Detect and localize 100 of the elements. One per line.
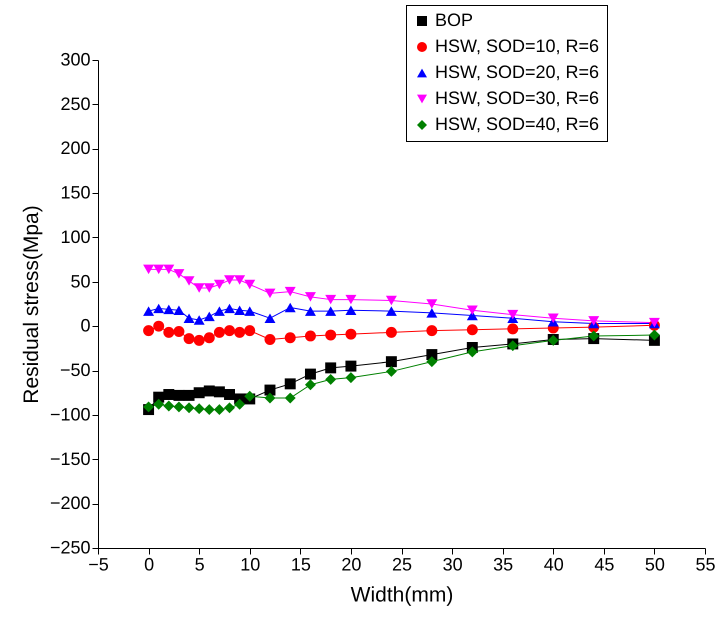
point bbox=[264, 313, 276, 323]
point bbox=[244, 280, 256, 290]
point bbox=[264, 334, 276, 345]
x-tick-label: 15 bbox=[290, 554, 311, 574]
point bbox=[386, 296, 397, 306]
point bbox=[345, 360, 356, 372]
x-tick-label: −5 bbox=[88, 554, 109, 574]
point bbox=[204, 312, 215, 322]
x-tick-label: 10 bbox=[240, 554, 260, 574]
point bbox=[264, 384, 276, 396]
point bbox=[163, 264, 174, 274]
point bbox=[143, 325, 154, 336]
point bbox=[224, 325, 235, 336]
point bbox=[184, 276, 195, 286]
point bbox=[345, 305, 356, 315]
point bbox=[284, 302, 296, 312]
point bbox=[163, 400, 174, 412]
point bbox=[173, 390, 184, 401]
point bbox=[244, 325, 256, 336]
point bbox=[345, 372, 356, 384]
point bbox=[284, 378, 296, 390]
y-tick-label: −50 bbox=[60, 360, 90, 380]
point bbox=[214, 326, 225, 338]
point bbox=[214, 404, 225, 416]
point bbox=[325, 294, 336, 304]
point bbox=[386, 326, 397, 338]
point bbox=[244, 390, 256, 402]
point bbox=[214, 386, 225, 398]
legend-label: HSW, SOD=10, R=6 bbox=[435, 36, 600, 56]
point bbox=[588, 316, 600, 326]
x-tick-label: 45 bbox=[594, 554, 614, 574]
point bbox=[466, 305, 478, 315]
point bbox=[325, 330, 336, 341]
legend-label: HSW, SOD=40, R=6 bbox=[435, 114, 600, 134]
y-axis-title: Residual stress(Mpa) bbox=[20, 205, 43, 404]
x-tick-label: 55 bbox=[695, 554, 716, 574]
point bbox=[163, 304, 174, 314]
x-tick-label: 35 bbox=[493, 554, 514, 574]
point bbox=[224, 389, 235, 400]
y-tick-label: −200 bbox=[50, 493, 90, 514]
point bbox=[143, 264, 154, 274]
point bbox=[648, 330, 660, 341]
x-tick-label: 40 bbox=[544, 554, 564, 574]
point bbox=[264, 288, 276, 298]
point bbox=[466, 324, 478, 336]
point bbox=[284, 332, 296, 344]
x-tick-label: 5 bbox=[194, 554, 205, 574]
x-tick-label: 25 bbox=[392, 554, 412, 574]
point bbox=[184, 313, 195, 323]
point bbox=[214, 280, 225, 290]
y-tick-label: 100 bbox=[60, 226, 90, 247]
point bbox=[224, 402, 235, 414]
y-tick-label: 250 bbox=[60, 94, 90, 114]
x-tick-label: 30 bbox=[442, 554, 463, 574]
point bbox=[234, 275, 246, 285]
point bbox=[548, 313, 559, 323]
point bbox=[194, 315, 205, 325]
point bbox=[345, 294, 356, 304]
point bbox=[234, 326, 246, 338]
point bbox=[194, 403, 205, 414]
point bbox=[284, 286, 296, 296]
y-tick-label: −100 bbox=[50, 404, 90, 424]
y-tick-label: 0 bbox=[80, 316, 90, 336]
point bbox=[588, 330, 600, 342]
legend-label: HSW, SOD=30, R=6 bbox=[435, 88, 600, 108]
point bbox=[386, 356, 397, 368]
point bbox=[426, 325, 438, 336]
point bbox=[194, 387, 205, 398]
point bbox=[184, 402, 195, 414]
point bbox=[234, 305, 246, 315]
x-tick-label: 0 bbox=[144, 554, 154, 574]
point bbox=[507, 310, 518, 320]
point bbox=[304, 368, 316, 380]
point bbox=[264, 392, 276, 404]
point bbox=[153, 398, 164, 410]
point bbox=[304, 292, 316, 302]
point bbox=[153, 320, 164, 332]
point bbox=[224, 275, 235, 285]
point bbox=[153, 304, 164, 314]
point bbox=[426, 308, 438, 318]
point bbox=[304, 330, 316, 342]
y-tick-label: 50 bbox=[70, 271, 90, 292]
x-tick-label: 20 bbox=[341, 554, 362, 574]
point bbox=[325, 362, 336, 374]
legend-label: BOP bbox=[435, 10, 474, 30]
point bbox=[386, 366, 397, 377]
point bbox=[304, 306, 316, 316]
point bbox=[426, 356, 438, 368]
point bbox=[194, 283, 205, 293]
point bbox=[234, 398, 246, 410]
point bbox=[466, 346, 478, 358]
point bbox=[184, 390, 195, 401]
y-tick-label: 300 bbox=[60, 50, 90, 70]
point bbox=[325, 374, 336, 385]
point bbox=[173, 401, 184, 412]
point bbox=[204, 283, 215, 293]
legend-label: HSW, SOD=20, R=6 bbox=[435, 62, 600, 82]
point bbox=[163, 326, 174, 338]
point bbox=[224, 304, 235, 314]
point bbox=[325, 306, 336, 316]
